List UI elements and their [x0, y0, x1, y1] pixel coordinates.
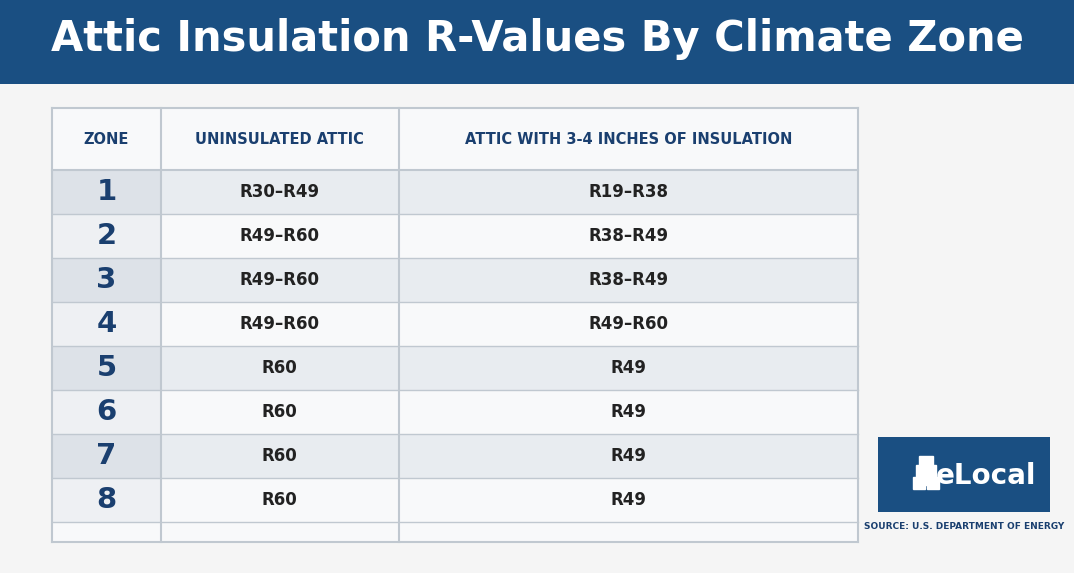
FancyBboxPatch shape — [398, 478, 858, 522]
FancyBboxPatch shape — [161, 170, 398, 214]
FancyBboxPatch shape — [161, 302, 398, 346]
Text: SOURCE: U.S. DEPARTMENT OF ENERGY: SOURCE: U.S. DEPARTMENT OF ENERGY — [863, 522, 1064, 531]
Text: 6: 6 — [97, 398, 117, 426]
Text: R49–R60: R49–R60 — [240, 315, 320, 333]
FancyBboxPatch shape — [52, 108, 858, 170]
FancyBboxPatch shape — [52, 390, 161, 434]
FancyBboxPatch shape — [398, 302, 858, 346]
Text: R60: R60 — [262, 403, 297, 421]
FancyBboxPatch shape — [879, 437, 1050, 512]
Text: eLocal: eLocal — [937, 461, 1036, 489]
FancyBboxPatch shape — [161, 214, 398, 258]
Text: R49–R60: R49–R60 — [240, 271, 320, 289]
Text: Attic Insulation R-Values By Climate Zone: Attic Insulation R-Values By Climate Zon… — [50, 18, 1024, 60]
FancyBboxPatch shape — [398, 390, 858, 434]
Text: R30–R49: R30–R49 — [240, 183, 320, 201]
FancyBboxPatch shape — [52, 258, 161, 302]
FancyBboxPatch shape — [161, 346, 398, 390]
Text: R38–R49: R38–R49 — [589, 227, 668, 245]
FancyBboxPatch shape — [398, 434, 858, 478]
FancyBboxPatch shape — [398, 170, 858, 214]
Text: R60: R60 — [262, 359, 297, 377]
FancyBboxPatch shape — [161, 434, 398, 478]
FancyBboxPatch shape — [52, 522, 858, 542]
FancyBboxPatch shape — [161, 478, 398, 522]
Text: R49: R49 — [610, 491, 647, 509]
FancyBboxPatch shape — [398, 258, 858, 302]
Text: 1: 1 — [97, 178, 117, 206]
Text: R60: R60 — [262, 447, 297, 465]
Text: R49: R49 — [610, 359, 647, 377]
FancyBboxPatch shape — [398, 214, 858, 258]
Text: 3: 3 — [97, 266, 117, 294]
Text: 2: 2 — [97, 222, 116, 250]
Text: R38–R49: R38–R49 — [589, 271, 668, 289]
Text: R49–R60: R49–R60 — [589, 315, 668, 333]
Text: R49–R60: R49–R60 — [240, 227, 320, 245]
FancyBboxPatch shape — [52, 170, 161, 214]
FancyBboxPatch shape — [52, 214, 161, 258]
Text: 8: 8 — [97, 486, 116, 514]
FancyBboxPatch shape — [0, 0, 1074, 84]
Text: R60: R60 — [262, 491, 297, 509]
Text: R49: R49 — [610, 447, 647, 465]
Text: 5: 5 — [97, 354, 116, 382]
FancyBboxPatch shape — [52, 434, 161, 478]
Text: R49: R49 — [610, 403, 647, 421]
FancyBboxPatch shape — [161, 390, 398, 434]
FancyBboxPatch shape — [52, 302, 161, 346]
Text: R19–R38: R19–R38 — [589, 183, 668, 201]
Text: 7: 7 — [97, 442, 117, 470]
FancyBboxPatch shape — [52, 346, 161, 390]
FancyBboxPatch shape — [398, 346, 858, 390]
Text: ATTIC WITH 3-4 INCHES OF INSULATION: ATTIC WITH 3-4 INCHES OF INSULATION — [465, 131, 792, 147]
Text: UNINSULATED ATTIC: UNINSULATED ATTIC — [195, 131, 364, 147]
FancyBboxPatch shape — [52, 478, 161, 522]
Text: ZONE: ZONE — [84, 131, 129, 147]
Text: 4: 4 — [97, 310, 117, 338]
FancyBboxPatch shape — [161, 258, 398, 302]
